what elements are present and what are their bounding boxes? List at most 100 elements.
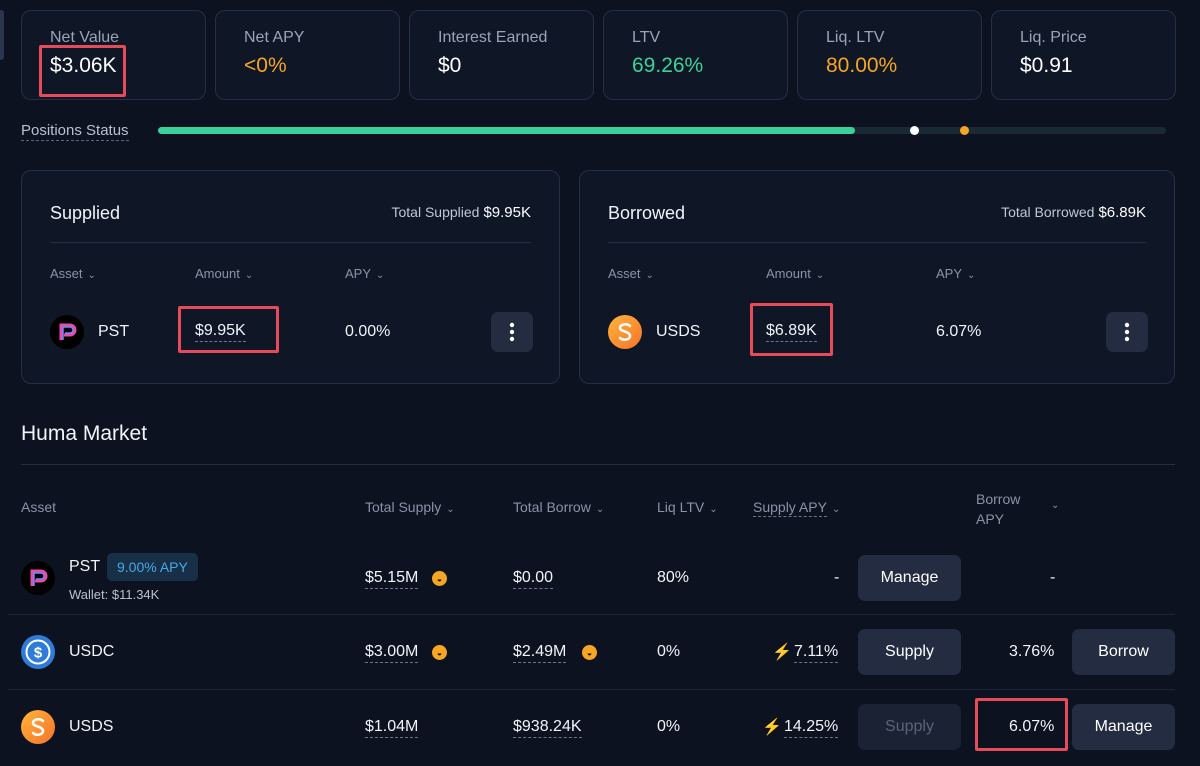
stat-card-liq-ltv: Liq. LTV 80.00% bbox=[797, 10, 982, 100]
stat-label: Liq. LTV bbox=[826, 29, 885, 46]
supply-apy[interactable]: 7.11% bbox=[794, 643, 839, 663]
positions-status-label[interactable]: Positions Status bbox=[21, 122, 129, 141]
total-supply[interactable]: $3.00M bbox=[365, 643, 419, 663]
borrowed-apy: 6.07% bbox=[936, 323, 982, 340]
market-col-total-borrow[interactable]: Total Borrow ⌄ bbox=[513, 499, 605, 515]
coin-icon: ◒ bbox=[582, 645, 597, 660]
total-supplied: Total Supplied $9.95K bbox=[392, 204, 532, 221]
market-title: Huma Market bbox=[21, 422, 148, 445]
lightning-icon: ⚡ bbox=[762, 719, 782, 736]
col-apy-header[interactable]: APY ⌄ bbox=[345, 266, 385, 281]
asset-name: PST bbox=[98, 323, 130, 340]
supplied-apy: 0.00% bbox=[345, 323, 391, 340]
stat-value: $0 bbox=[438, 54, 462, 77]
total-borrow[interactable]: $938.24K bbox=[513, 718, 582, 738]
total-supplied-label: Total Supplied bbox=[391, 204, 480, 220]
chevron-down-icon: ⌄ bbox=[967, 270, 976, 281]
sidebar-edge[interactable] bbox=[0, 10, 4, 60]
chevron-down-icon: ⌄ bbox=[244, 270, 254, 281]
market-col-asset: Asset bbox=[21, 499, 57, 515]
liq-ltv-marker bbox=[960, 126, 969, 135]
usdc-token-icon: $ bbox=[21, 635, 55, 669]
supply-button-disabled[interactable]: Supply bbox=[858, 704, 961, 750]
stat-value: 80.00% bbox=[826, 54, 898, 77]
borrowed-amount[interactable]: $6.89K bbox=[766, 322, 817, 342]
total-borrowed: Total Borrowed $6.89K bbox=[1001, 204, 1146, 221]
col-asset-header[interactable]: Asset ⌄ bbox=[50, 266, 96, 281]
manage-button[interactable]: Manage bbox=[858, 555, 961, 601]
pst-token-icon bbox=[50, 315, 84, 349]
row-divider bbox=[8, 689, 1175, 690]
stat-card-liq-price: Liq. Price $0.91 bbox=[991, 10, 1176, 100]
manage-button[interactable]: Manage bbox=[1072, 704, 1175, 750]
chevron-down-icon: ⌄ bbox=[595, 504, 605, 515]
total-supply[interactable]: $1.04M bbox=[365, 718, 419, 738]
market-col-liq-ltv[interactable]: Liq LTV ⌄ bbox=[657, 499, 718, 515]
borrow-button[interactable]: Borrow bbox=[1072, 629, 1175, 675]
borrowed-panel: Borrowed Total Borrowed $6.89K Asset ⌄ Amo… bbox=[579, 170, 1175, 384]
supply-button[interactable]: Supply bbox=[858, 629, 961, 675]
col-amount-header[interactable]: Amount ⌄ bbox=[195, 266, 254, 281]
stat-label: Net APY bbox=[244, 29, 305, 46]
chevron-down-icon: ⌄ bbox=[376, 270, 385, 281]
usds-token-icon bbox=[21, 710, 55, 744]
stat-value: 69.26% bbox=[632, 54, 704, 77]
stat-label: LTV bbox=[632, 29, 661, 46]
asset-name: USDC bbox=[69, 643, 115, 660]
market-col-supply-apy[interactable]: Supply APY ⌄ bbox=[753, 499, 841, 517]
more-options-button[interactable] bbox=[1106, 312, 1148, 352]
divider bbox=[21, 464, 1175, 465]
ltv-marker bbox=[910, 126, 919, 135]
col-apy-header[interactable]: APY ⌄ bbox=[936, 266, 976, 281]
chevron-down-icon: ⌄ bbox=[1051, 500, 1060, 511]
usds-token-icon bbox=[608, 315, 642, 349]
supplied-panel: Supplied Total Supplied $9.95K Asset ⌄ Amo… bbox=[21, 170, 560, 384]
coin-icon: ◒ bbox=[432, 645, 447, 660]
ltv-progress-fill bbox=[158, 127, 855, 134]
market-col-total-supply[interactable]: Total Supply ⌄ bbox=[365, 499, 455, 515]
col-asset-header[interactable]: Asset ⌄ bbox=[608, 266, 654, 281]
chevron-down-icon: ⌄ bbox=[709, 504, 718, 515]
coin-icon: ◒ bbox=[432, 571, 447, 586]
stat-value: $0.91 bbox=[1020, 54, 1073, 77]
borrow-apy: - bbox=[1050, 569, 1056, 586]
stat-label: Liq. Price bbox=[1020, 29, 1087, 46]
total-supply[interactable]: $5.15M bbox=[365, 569, 419, 589]
stat-label: Net Value bbox=[50, 29, 120, 46]
liq-ltv: 80% bbox=[657, 569, 690, 586]
chevron-down-icon: ⌄ bbox=[87, 270, 96, 281]
market-col-borrow-apy[interactable]: Borrow APY bbox=[976, 491, 1021, 527]
supply-apy: - bbox=[834, 569, 840, 586]
divider bbox=[608, 242, 1146, 243]
supplied-amount[interactable]: $9.95K bbox=[195, 322, 246, 342]
stat-label: Interest Earned bbox=[438, 29, 548, 46]
panel-title: Supplied bbox=[50, 203, 121, 223]
stat-value: $3.06K bbox=[50, 54, 117, 77]
liq-ltv: 0% bbox=[657, 643, 681, 660]
total-borrowed-label: Total Borrowed bbox=[1001, 204, 1095, 220]
stat-card-net-apy: Net APY <0% bbox=[215, 10, 400, 100]
total-borrowed-value: $6.89K bbox=[1098, 204, 1146, 221]
chevron-down-icon: ⌄ bbox=[815, 270, 825, 281]
stat-card-interest-earned: Interest Earned $0 bbox=[409, 10, 594, 100]
total-supplied-value: $9.95K bbox=[483, 204, 531, 221]
total-borrow[interactable]: $2.49M bbox=[513, 643, 567, 663]
svg-text:$: $ bbox=[34, 645, 43, 662]
more-options-button[interactable] bbox=[491, 312, 533, 352]
wallet-balance: Wallet: $11.34K bbox=[69, 587, 160, 602]
stat-value: <0% bbox=[244, 54, 287, 77]
liq-ltv: 0% bbox=[657, 718, 681, 735]
total-borrow[interactable]: $0.00 bbox=[513, 569, 554, 589]
row-divider bbox=[8, 614, 1175, 615]
col-amount-header[interactable]: Amount ⌄ bbox=[766, 266, 825, 281]
asset-name: USDS bbox=[656, 323, 701, 340]
chevron-down-icon: ⌄ bbox=[831, 504, 841, 515]
supply-apy[interactable]: 14.25% bbox=[784, 718, 839, 738]
chevron-down-icon: ⌄ bbox=[446, 504, 455, 515]
apy-badge: 9.00% APY bbox=[107, 553, 198, 581]
chevron-down-icon: ⌄ bbox=[645, 270, 654, 281]
divider bbox=[50, 242, 531, 243]
stat-card-net-value: Net Value $3.06K bbox=[21, 10, 206, 100]
borrow-apy: 3.76% bbox=[1009, 643, 1055, 660]
borrow-apy: 6.07% bbox=[1009, 718, 1055, 735]
